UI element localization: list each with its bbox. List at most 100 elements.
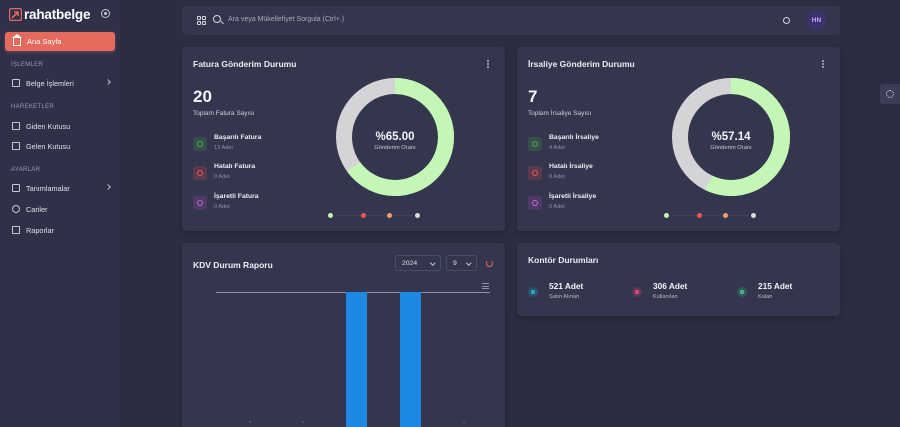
stat-error: Hatalı İrsaliye 0 Adet	[528, 163, 668, 183]
avatar[interactable]: HN	[807, 11, 826, 30]
legend-dot[interactable]	[697, 213, 702, 218]
stat-label: Başarılı Fatura	[214, 134, 262, 141]
stat-label: İşaretli Fatura	[214, 193, 259, 200]
rate-label: Gönderim Oranı	[374, 145, 416, 151]
sidebar-item-home[interactable]: Ana Sayfa	[5, 32, 115, 51]
total-label: Toplam Fatura Sayısı	[193, 110, 255, 117]
info-circle-icon	[528, 196, 542, 210]
year-select[interactable]: 2024	[395, 255, 441, 271]
refresh-icon[interactable]	[486, 260, 493, 267]
kdv-bar[interactable]	[399, 292, 421, 427]
brand-name: rahatbelge	[24, 6, 91, 22]
chevron-right-icon	[105, 79, 111, 85]
card-title: Kontör Durumları	[528, 255, 599, 265]
section-hareketler: HAREKETLER	[11, 104, 55, 110]
sidebar-item-giden-kutusu[interactable]: Giden Kutusu	[12, 120, 112, 132]
stat-sub: 13 Adet	[214, 145, 233, 151]
month-select[interactable]: 9	[446, 255, 477, 271]
sidebar-item-cariler[interactable]: Cariler	[12, 203, 112, 215]
stat-sub: 0 Adet	[214, 174, 230, 180]
report-icon	[12, 226, 20, 234]
total-count: 7	[528, 87, 538, 106]
stat-label: Hatalı Fatura	[214, 163, 256, 170]
chart-menu-icon[interactable]	[482, 283, 489, 289]
sidebar-item-belge-islemleri[interactable]: Belge İşlemleri	[12, 77, 112, 89]
donut-legend-dots	[328, 213, 423, 219]
credits-label: Kullanılan	[653, 294, 678, 300]
donut-success-arc	[336, 78, 454, 196]
sidebar-item-label: Raporlar	[26, 225, 54, 235]
outbox-icon	[12, 122, 20, 130]
donut-success-arc	[672, 78, 790, 196]
more-options-icon[interactable]	[487, 60, 489, 68]
month-value: 9	[453, 260, 457, 267]
legend-dot[interactable]	[751, 213, 756, 218]
legend-dot[interactable]	[415, 213, 420, 218]
rate-value: %57.14	[711, 131, 751, 143]
credits-value: 215 Adet	[758, 281, 793, 291]
total-count: 20	[193, 87, 212, 106]
kdv-report-card: KDV Durum Raporu 2024 9	[182, 243, 505, 427]
wallet-icon	[737, 287, 747, 297]
more-options-icon[interactable]	[822, 60, 824, 68]
info-circle-icon	[193, 196, 207, 210]
invoice-rate-donut	[336, 78, 454, 196]
sidebar-item-label: Tanımlamalar	[26, 183, 70, 193]
stat-label: İşaretli İrsaliye	[549, 193, 597, 200]
stat-success: Başarılı Fatura 13 Adet	[193, 134, 333, 154]
credits-card: Kontör Durumları 521 Adet Satın Alınan 3…	[517, 243, 840, 316]
kdv-bar[interactable]	[346, 292, 367, 427]
sidebar-item-raporlar[interactable]: Raporlar	[12, 224, 112, 236]
sidebar-item-label: Giden Kutusu	[26, 121, 71, 131]
sidebar-item-tanimlamalar[interactable]: Tanımlamalar	[12, 182, 112, 194]
card-title: İrsaliye Gönderim Durumu	[528, 59, 635, 69]
section-ayarlar: AYARLAR	[11, 167, 41, 173]
credits-label: Kalan	[758, 294, 773, 300]
credits-value: 306 Adet	[653, 281, 688, 291]
stat-label: Hatalı İrsaliye	[549, 163, 593, 170]
inbox-icon	[12, 142, 20, 150]
stat-error: Hatalı Fatura 0 Adet	[193, 163, 333, 183]
search-icon	[213, 15, 221, 23]
home-icon	[12, 33, 22, 46]
brand-logo[interactable]: rahatbelge	[9, 6, 91, 22]
waybill-status-card: İrsaliye Gönderim Durumu 7 Toplam İrsali…	[517, 47, 840, 231]
logo-icon	[9, 7, 22, 21]
error-circle-icon	[528, 166, 542, 180]
search-input[interactable]: Ara veya Mükellefiyet Sorgula (Ctrl+.)	[228, 16, 345, 23]
cart-icon	[528, 287, 538, 297]
kdv-empty-point	[302, 421, 305, 423]
legend-dot[interactable]	[387, 213, 392, 218]
sidebar-item-gelen-kutusu[interactable]: Gelen Kutusu	[12, 140, 112, 152]
legend-dot[interactable]	[361, 213, 366, 218]
invoice-status-card: Fatura Gönderim Durumu 20 Toplam Fatura …	[182, 47, 505, 231]
year-value: 2024	[402, 260, 418, 267]
legend-dot[interactable]	[723, 213, 728, 218]
kdv-empty-point	[463, 421, 466, 423]
sidebar-item-label: Belge İşlemleri	[26, 78, 74, 88]
check-circle-icon	[193, 137, 207, 151]
legend-dot[interactable]	[328, 213, 333, 218]
stat-flagged: İşaretli İrsaliye 0 Adet	[528, 193, 668, 213]
minus-icon	[632, 287, 642, 297]
legend-dot[interactable]	[664, 213, 669, 218]
topbar: Ara veya Mükellefiyet Sorgula (Ctrl+.) H…	[182, 6, 840, 35]
file-icon	[12, 79, 20, 87]
check-circle-icon	[528, 137, 542, 151]
total-label: Toplam İrsaliye Sayısı	[528, 110, 592, 117]
sidebar-item-label: Ana Sayfa	[27, 37, 62, 46]
stat-sub: 4 Adet	[549, 145, 565, 151]
stat-sub: 0 Adet	[214, 204, 230, 210]
grid-icon	[12, 184, 20, 192]
stat-sub: 0 Adet	[549, 204, 565, 210]
sidebar: rahatbelge Ana Sayfa İŞLEMLER Belge İşle…	[0, 0, 122, 427]
section-islemler: İŞLEMLER	[11, 62, 44, 68]
settings-gear-icon[interactable]	[880, 84, 900, 104]
sidebar-toggle-icon[interactable]	[101, 9, 110, 18]
apps-grid-icon[interactable]	[197, 16, 206, 25]
stat-success: Başarılı İrsaliye 4 Adet	[528, 134, 668, 154]
stat-label: Başarılı İrsaliye	[549, 134, 599, 141]
donut-center: %65.00 Gönderim Oranı	[334, 131, 456, 151]
card-title: Fatura Gönderim Durumu	[193, 59, 297, 69]
theme-toggle-icon[interactable]	[783, 17, 790, 24]
